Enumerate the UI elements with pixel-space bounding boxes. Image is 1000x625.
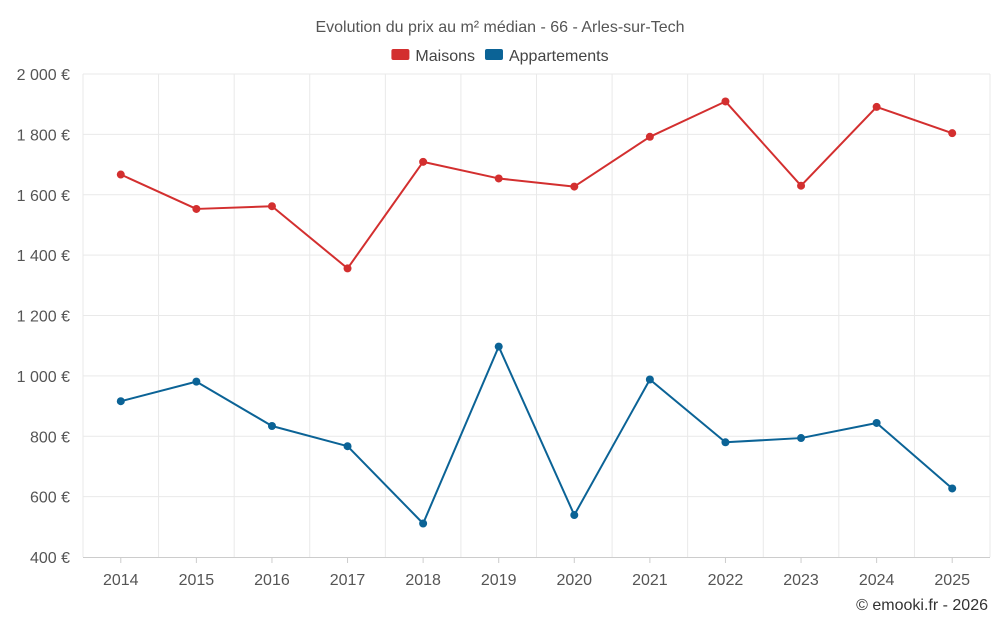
x-tick-label: 2015 xyxy=(179,572,215,589)
data-point-maisons[interactable] xyxy=(872,102,881,111)
x-tick-label: 2022 xyxy=(708,572,744,589)
data-point-maisons[interactable] xyxy=(570,182,579,191)
data-point-appartements[interactable] xyxy=(570,511,579,520)
credit-text: © emooki.fr - 2026 xyxy=(856,597,988,614)
data-point-appartements[interactable] xyxy=(192,377,201,386)
y-tick-label: 1 400 € xyxy=(17,248,70,265)
x-tick-label: 2014 xyxy=(103,572,139,589)
data-point-appartements[interactable] xyxy=(721,438,730,447)
legend: Maisons Appartements xyxy=(391,48,609,65)
data-point-appartements[interactable] xyxy=(116,397,125,406)
y-tick-label: 800 € xyxy=(30,429,70,446)
data-point-maisons[interactable] xyxy=(721,97,730,106)
data-point-appartements[interactable] xyxy=(948,484,957,493)
x-tick-label: 2025 xyxy=(934,572,970,589)
data-point-appartements[interactable] xyxy=(494,342,503,351)
chart-title: Evolution du prix au m² médian - 66 - Ar… xyxy=(315,19,684,36)
x-tick-label: 2018 xyxy=(405,572,441,589)
y-tick-label: 1 800 € xyxy=(17,127,70,144)
data-point-maisons[interactable] xyxy=(419,157,428,166)
y-tick-label: 1 600 € xyxy=(17,188,70,205)
data-point-maisons[interactable] xyxy=(267,202,276,211)
legend-item-maisons[interactable]: Maisons xyxy=(391,48,475,65)
legend-label: Appartements xyxy=(509,48,609,65)
x-tick-label: 2020 xyxy=(556,572,592,589)
series-line-appartements xyxy=(120,345,953,525)
y-tick-label: 1 000 € xyxy=(17,369,70,386)
grid xyxy=(82,73,991,557)
legend-item-appartements[interactable]: Appartements xyxy=(484,48,609,65)
data-point-appartements[interactable] xyxy=(872,418,881,427)
x-axis: 2014 2015 2016 2017 2018 2019 2020 2021 2022 2023… xyxy=(83,557,990,589)
y-tick-label: 1 200 € xyxy=(17,309,70,326)
y-tick-label: 600 € xyxy=(30,490,70,507)
x-tick-label: 2016 xyxy=(254,572,290,589)
data-point-maisons[interactable] xyxy=(116,170,125,179)
x-tick-label: 2021 xyxy=(632,572,668,589)
x-tick-label: 2024 xyxy=(859,572,895,589)
legend-swatch xyxy=(391,49,410,60)
x-tick-label: 2023 xyxy=(783,572,819,589)
data-point-appartements[interactable] xyxy=(645,375,654,384)
series xyxy=(116,97,957,528)
data-point-maisons[interactable] xyxy=(948,129,957,138)
legend-label: Maisons xyxy=(415,48,475,65)
y-axis: 400 € 600 € 800 € 1 000 € 1 200 € 1 400 € 1 60… xyxy=(17,67,70,567)
data-point-maisons[interactable] xyxy=(343,264,352,273)
data-point-appartements[interactable] xyxy=(267,421,276,430)
y-tick-label: 400 € xyxy=(30,550,70,567)
data-point-appartements[interactable] xyxy=(343,442,352,451)
series-line-maisons xyxy=(120,100,953,270)
x-tick-label: 2017 xyxy=(330,572,366,589)
x-tick-label: 2019 xyxy=(481,572,517,589)
legend-swatch xyxy=(484,49,503,60)
data-point-appartements[interactable] xyxy=(419,519,428,528)
data-point-maisons[interactable] xyxy=(645,132,654,141)
data-point-maisons[interactable] xyxy=(192,204,201,213)
data-point-maisons[interactable] xyxy=(494,174,503,183)
data-point-maisons[interactable] xyxy=(797,181,806,190)
data-point-appartements[interactable] xyxy=(797,434,806,443)
y-tick-label: 2 000 € xyxy=(17,67,70,84)
